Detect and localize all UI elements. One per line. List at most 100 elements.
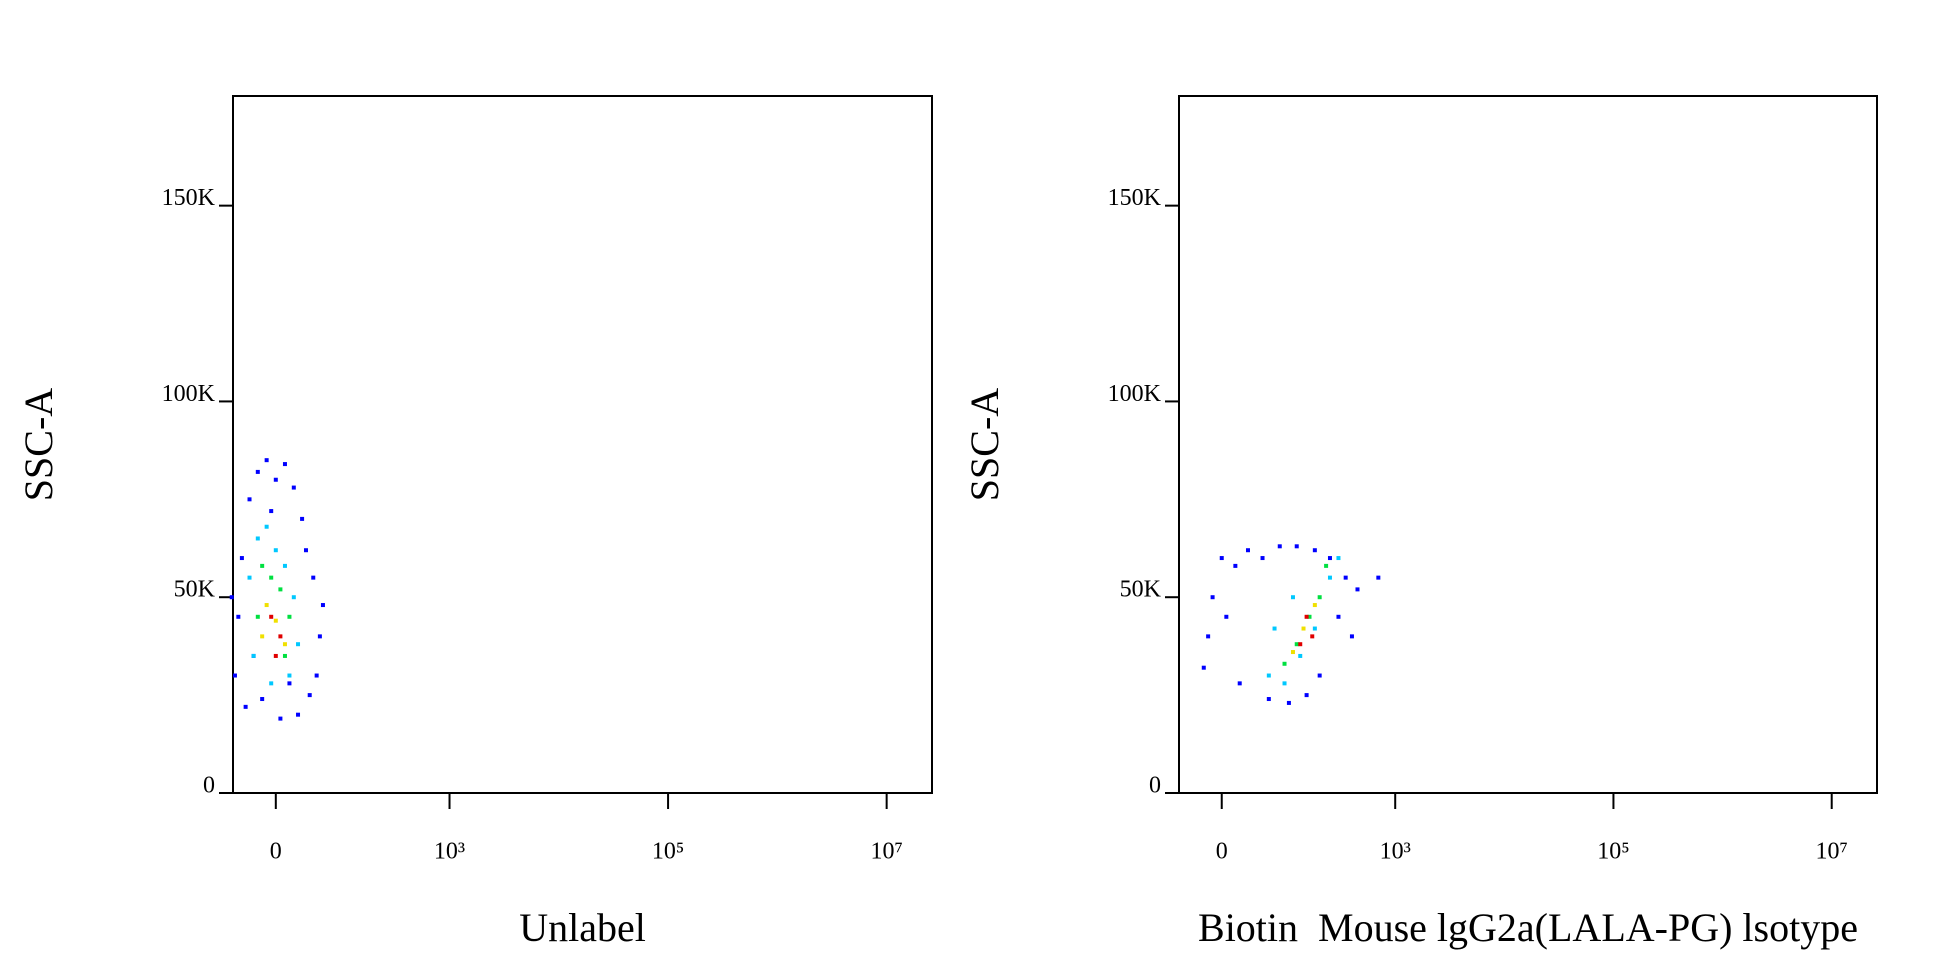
dot: [260, 634, 265, 639]
dot: [1233, 563, 1238, 568]
dot: [247, 497, 252, 502]
y-tick-label: 150K: [162, 185, 216, 211]
dot: [287, 614, 292, 619]
dot: [1376, 575, 1381, 580]
dot: [1312, 626, 1317, 631]
dot: [291, 485, 296, 490]
dot: [1294, 642, 1299, 647]
y-axis-label: SSC-A: [962, 388, 1007, 501]
dot: [264, 603, 269, 608]
dot: [1349, 634, 1354, 639]
dot: [269, 614, 274, 619]
dot: [1310, 634, 1315, 639]
dot: [320, 603, 325, 608]
dot: [291, 595, 296, 600]
dot: [232, 673, 237, 678]
dot: [243, 704, 248, 709]
dot: [278, 716, 283, 721]
y-tick-label: 100K: [1108, 381, 1162, 407]
x-tick-label: 10⁷: [1816, 839, 1848, 865]
dot: [1301, 626, 1306, 631]
x-tick-label: 0: [270, 839, 282, 865]
dot: [1272, 626, 1277, 631]
dot: [251, 653, 256, 658]
dot: [1312, 548, 1317, 553]
dot: [1237, 681, 1242, 686]
dot: [1219, 556, 1224, 561]
dot: [1336, 556, 1341, 561]
dot: [1286, 700, 1291, 705]
dot: [247, 575, 252, 580]
y-tick-label: 50K: [1120, 577, 1162, 603]
dot: [269, 509, 274, 514]
dot: [1290, 595, 1295, 600]
x-tick-label: 10⁵: [1597, 839, 1629, 865]
dot: [1327, 556, 1332, 561]
y-tick-label: 0: [203, 773, 215, 799]
dot: [278, 634, 283, 639]
dot: [1317, 673, 1322, 678]
x-tick-label: 10³: [434, 839, 465, 865]
dot: [314, 673, 319, 678]
dot: [229, 595, 234, 600]
panel: 0 50K 100K 150K 0 10³ 10⁵ 10⁷ Unlabel SSC-A: [16, 95, 933, 950]
y-axis-label: SSC-A: [16, 388, 61, 501]
dot: [1327, 575, 1332, 580]
dot: [1317, 595, 1322, 600]
dot: [1260, 556, 1265, 561]
dot: [273, 477, 278, 482]
dot: [1206, 634, 1211, 639]
dot: [1294, 544, 1299, 549]
dot: [1277, 544, 1282, 549]
y-tick-label: 150K: [1108, 185, 1162, 211]
dot: [300, 516, 305, 521]
x-axis-label: Unlabel: [519, 905, 646, 950]
y-tick-label: 50K: [174, 577, 216, 603]
dot: [1336, 614, 1341, 619]
x-tick-label: 0: [1216, 839, 1228, 865]
dot: [1298, 642, 1303, 647]
dot: [255, 536, 260, 541]
plot-frame: [1178, 95, 1878, 794]
dot: [1355, 587, 1360, 592]
dot: [255, 614, 260, 619]
dot: [296, 642, 301, 647]
dot: [282, 563, 287, 568]
dot: [273, 653, 278, 658]
dot: [1304, 693, 1309, 698]
y-tick-label: 100K: [162, 381, 216, 407]
dot: [239, 556, 244, 561]
dot: [311, 575, 316, 580]
dot: [1201, 665, 1206, 670]
dot: [1312, 603, 1317, 608]
dot: [260, 697, 265, 702]
dot: [1324, 563, 1329, 568]
dot: [269, 575, 274, 580]
dot: [282, 462, 287, 467]
dot: [269, 681, 274, 686]
dot: [264, 524, 269, 529]
dot: [1210, 595, 1215, 600]
dot: [1343, 575, 1348, 580]
dot: [282, 642, 287, 647]
dot: [1266, 673, 1271, 678]
dot: [1266, 697, 1271, 702]
dot: [260, 563, 265, 568]
dot: [255, 469, 260, 474]
dot: [296, 712, 301, 717]
dot: [303, 548, 308, 553]
dot: [317, 634, 322, 639]
dot: [287, 681, 292, 686]
x-tick-label: 10⁵: [652, 839, 684, 865]
plot-frame: [232, 95, 933, 794]
y-tick-label: 0: [1149, 773, 1161, 799]
panel: 0 50K 100K 150K 0 10³ 10⁵ 10⁷ Biotin Mouse lgG2a…: [962, 95, 1878, 950]
dot: [282, 653, 287, 658]
dot: [273, 548, 278, 553]
dot: [1298, 653, 1303, 658]
dot: [1245, 548, 1250, 553]
x-tick-label: 10³: [1380, 839, 1411, 865]
x-axis-label: Biotin Mouse lgG2a(LALA-PG) lsotype: [1198, 905, 1858, 950]
x-tick-label: 10⁷: [870, 839, 902, 865]
